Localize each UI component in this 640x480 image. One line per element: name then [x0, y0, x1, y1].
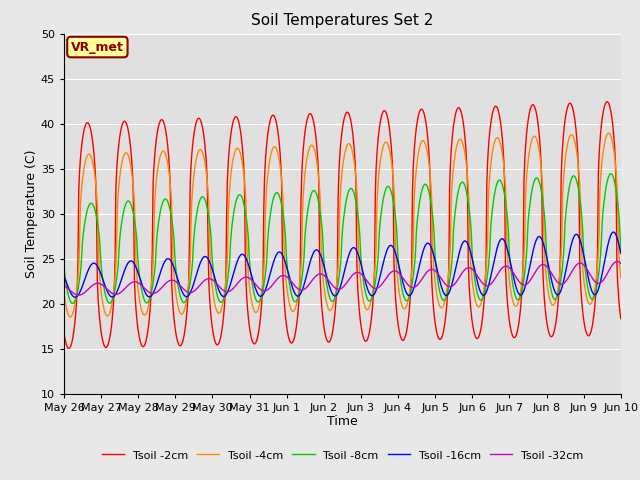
Tsoil -2cm [65, 346, 72, 351]
Tsoil -32cm [70, 291, 78, 297]
Tsoil -32cm [613, 259, 621, 264]
Tsoil -8cm [185, 288, 193, 294]
Tsoil -8cm [60, 264, 68, 269]
Line: Tsoil -16cm: Tsoil -16cm [64, 232, 621, 297]
Line: Tsoil -8cm: Tsoil -8cm [64, 174, 621, 303]
Tsoil -2cm [603, 99, 611, 105]
Tsoil -16cm [617, 251, 625, 256]
Tsoil -32cm [214, 282, 222, 288]
Tsoil -4cm [128, 173, 136, 179]
Tsoil -8cm [128, 205, 136, 211]
Tsoil -32cm [411, 284, 419, 290]
Line: Tsoil -32cm: Tsoil -32cm [64, 262, 621, 295]
Tsoil -8cm [411, 259, 419, 264]
Tsoil -4cm [428, 184, 435, 190]
Line: Tsoil -4cm: Tsoil -4cm [64, 133, 621, 317]
Text: VR_met: VR_met [71, 40, 124, 54]
Tsoil -16cm [70, 294, 78, 300]
Tsoil -4cm [71, 301, 79, 307]
Tsoil -16cm [185, 292, 193, 298]
Tsoil -2cm [60, 330, 68, 336]
Tsoil -4cm [60, 289, 68, 295]
Tsoil -4cm [411, 185, 419, 191]
Tsoil -4cm [605, 130, 612, 136]
Tsoil -32cm [185, 289, 193, 295]
Tsoil -8cm [428, 201, 435, 206]
Tsoil -16cm [71, 294, 79, 300]
Tsoil -4cm [185, 279, 193, 285]
Tsoil -8cm [607, 171, 614, 177]
Tsoil -16cm [609, 229, 617, 235]
Tsoil -2cm [185, 280, 193, 286]
Tsoil -2cm [411, 140, 419, 145]
Tsoil -2cm [617, 316, 625, 322]
Tsoil -8cm [214, 295, 222, 301]
Tsoil -2cm [128, 164, 136, 169]
Line: Tsoil -2cm: Tsoil -2cm [64, 102, 621, 348]
Tsoil -32cm [75, 292, 83, 298]
Tsoil -4cm [617, 275, 625, 280]
Title: Soil Temperatures Set 2: Soil Temperatures Set 2 [252, 13, 433, 28]
Tsoil -8cm [617, 249, 625, 255]
Tsoil -16cm [128, 258, 136, 264]
X-axis label: Time: Time [327, 415, 358, 429]
Tsoil -32cm [428, 266, 435, 272]
Legend: Tsoil -2cm, Tsoil -4cm, Tsoil -8cm, Tsoil -16cm, Tsoil -32cm: Tsoil -2cm, Tsoil -4cm, Tsoil -8cm, Tsoi… [97, 446, 588, 465]
Tsoil -4cm [67, 314, 74, 320]
Tsoil -2cm [428, 257, 435, 263]
Tsoil -16cm [411, 282, 419, 288]
Tsoil -8cm [71, 298, 79, 304]
Tsoil -16cm [60, 273, 68, 279]
Tsoil -32cm [60, 283, 68, 288]
Tsoil -2cm [71, 320, 79, 325]
Tsoil -16cm [428, 244, 435, 250]
Tsoil -32cm [617, 261, 625, 266]
Tsoil -2cm [214, 342, 222, 348]
Tsoil -32cm [128, 279, 136, 285]
Tsoil -4cm [214, 310, 222, 316]
Y-axis label: Soil Temperature (C): Soil Temperature (C) [25, 149, 38, 278]
Tsoil -8cm [68, 300, 76, 306]
Tsoil -16cm [214, 286, 222, 291]
